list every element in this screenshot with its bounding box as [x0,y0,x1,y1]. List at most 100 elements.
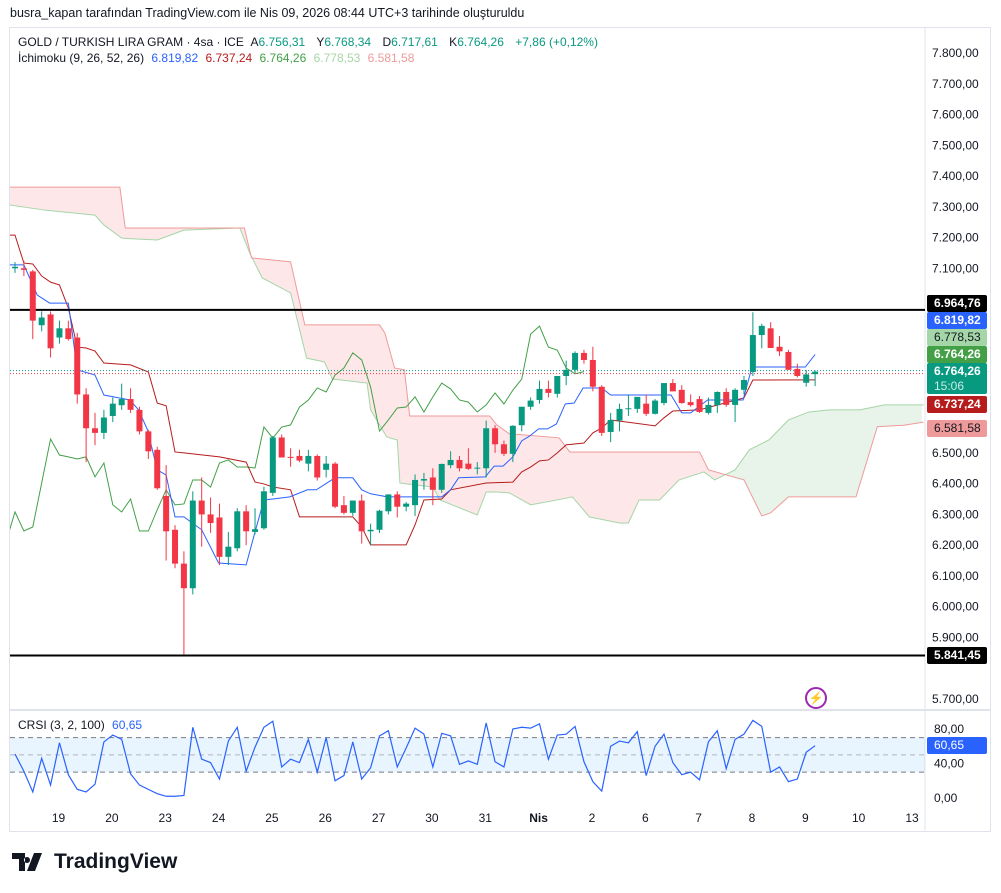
symbol-name: GOLD / TURKISH LIRA GRAM · 4sa · ICE [18,35,244,49]
candle-down [145,429,152,460]
candle-body [705,404,712,413]
candle-up [803,369,810,387]
time-tick-label: 30 [425,811,439,825]
candle-down [669,379,676,392]
candle-up [563,360,570,386]
candle-body [545,388,552,393]
price-tick-label: 6.500,00 [932,446,979,460]
candle-body [812,371,819,375]
price-axis[interactable]: 7.800,00 7.700,00 7.600,00 7.500,00 7.400,00… [932,46,979,706]
candle-body [29,271,36,321]
candle-body [358,500,365,532]
candle-down [785,349,792,370]
main-pane[interactable] [10,186,925,657]
time-tick-label: 20 [105,811,119,825]
symbol-legend[interactable]: GOLD / TURKISH LIRA GRAM · 4sa · ICE A6.… [18,35,602,49]
candle-body [652,400,659,414]
price-tick-label: 5.900,00 [932,630,979,644]
candle-down [545,380,552,398]
time-tick-label: 2 [589,811,596,825]
candle-down [429,468,436,506]
candle-down [723,388,730,407]
candle-up [385,494,392,515]
candle-body [198,500,205,515]
tradingview-logo[interactable]: TradingView [12,850,177,874]
candle-body [403,503,410,507]
candle-body [109,403,116,416]
ichimoku-legend[interactable]: İchimoku (9, 26, 52, 26) 6.819,82 6.737,… [18,51,418,65]
crsi-value: 60,65 [112,718,143,732]
candle-up [412,474,419,516]
candle-body [154,449,161,489]
price-label-crsi: 60,65 [927,737,987,754]
candle-body [163,495,170,532]
tradingview-logo-icon [12,853,42,871]
candle-down [767,322,774,348]
candle-up [269,435,276,496]
candle-up [305,449,312,472]
price-tick-label: 7.700,00 [932,77,979,91]
time-tick-label: 24 [212,811,226,825]
price-tick-label: 6.300,00 [932,507,979,521]
candle-down [314,454,321,481]
candle-up [625,394,632,416]
time-tick-label: 26 [319,811,333,825]
change-value: +7,86 (+0,12%) [515,35,598,49]
base-line [10,234,816,546]
candle-down [92,412,99,446]
candle-body [723,391,730,405]
candle-down [287,448,294,467]
candle-body [554,375,561,394]
low-value: 6.717,61 [391,35,438,49]
candle-up [652,399,659,415]
candle-body [429,477,436,490]
candle-up [660,383,667,406]
time-tick-label: 10 [852,811,866,825]
candle-body [749,335,756,372]
close-label: K [449,35,458,49]
candle-up [420,472,427,490]
crsi-pane[interactable]: 80,00 40,00 0,00 [10,719,964,805]
price-label-base: 6.737,24 [927,396,987,413]
candle-body [572,352,579,370]
candle-down [500,440,507,456]
crsi-tick-label: 40,00 [934,757,964,771]
candle-body [189,500,196,589]
candle-body [669,383,676,392]
candle-down [687,394,694,407]
candle-up [483,420,490,478]
crsi-legend[interactable]: CRSI (3, 2, 100) 60,65 [18,718,146,732]
candle-body [420,479,427,481]
candle-down [65,320,72,341]
lightning-icon[interactable]: ⚡ [805,687,827,709]
bar-countdown: 15:06 [934,379,965,393]
candle-up [323,455,330,478]
candle-body [527,400,534,407]
candle-down [580,349,587,364]
time-axis[interactable]: 19 20 23 24 25 26 27 30 31 Nis 2 6 7 8 9 10 13 [52,811,919,825]
candle-down [278,434,285,458]
candle-body [794,368,801,376]
time-tick-label: Nis [529,811,548,825]
candles [12,260,819,655]
candle-body [83,394,90,429]
crsi-tick-label: 0,00 [934,791,958,805]
candle-body [660,383,667,404]
candle-down [163,465,170,561]
candle-body [687,402,694,406]
cloud-bullish-fill [721,404,922,516]
crsi-name: CRSI (3, 2, 100) [18,718,105,732]
candle-down [794,363,801,378]
candle-up [38,311,45,332]
candle-up [367,523,374,546]
candle-body [234,511,241,549]
price-tick-label: 7.400,00 [932,169,979,183]
crsi-band-fill [10,737,925,773]
candle-up [607,412,614,443]
candle-body [447,459,454,466]
candle-down [589,346,596,392]
candle-up [758,323,765,349]
horizontal-lines[interactable] [10,308,925,657]
low-label: D [382,35,392,49]
